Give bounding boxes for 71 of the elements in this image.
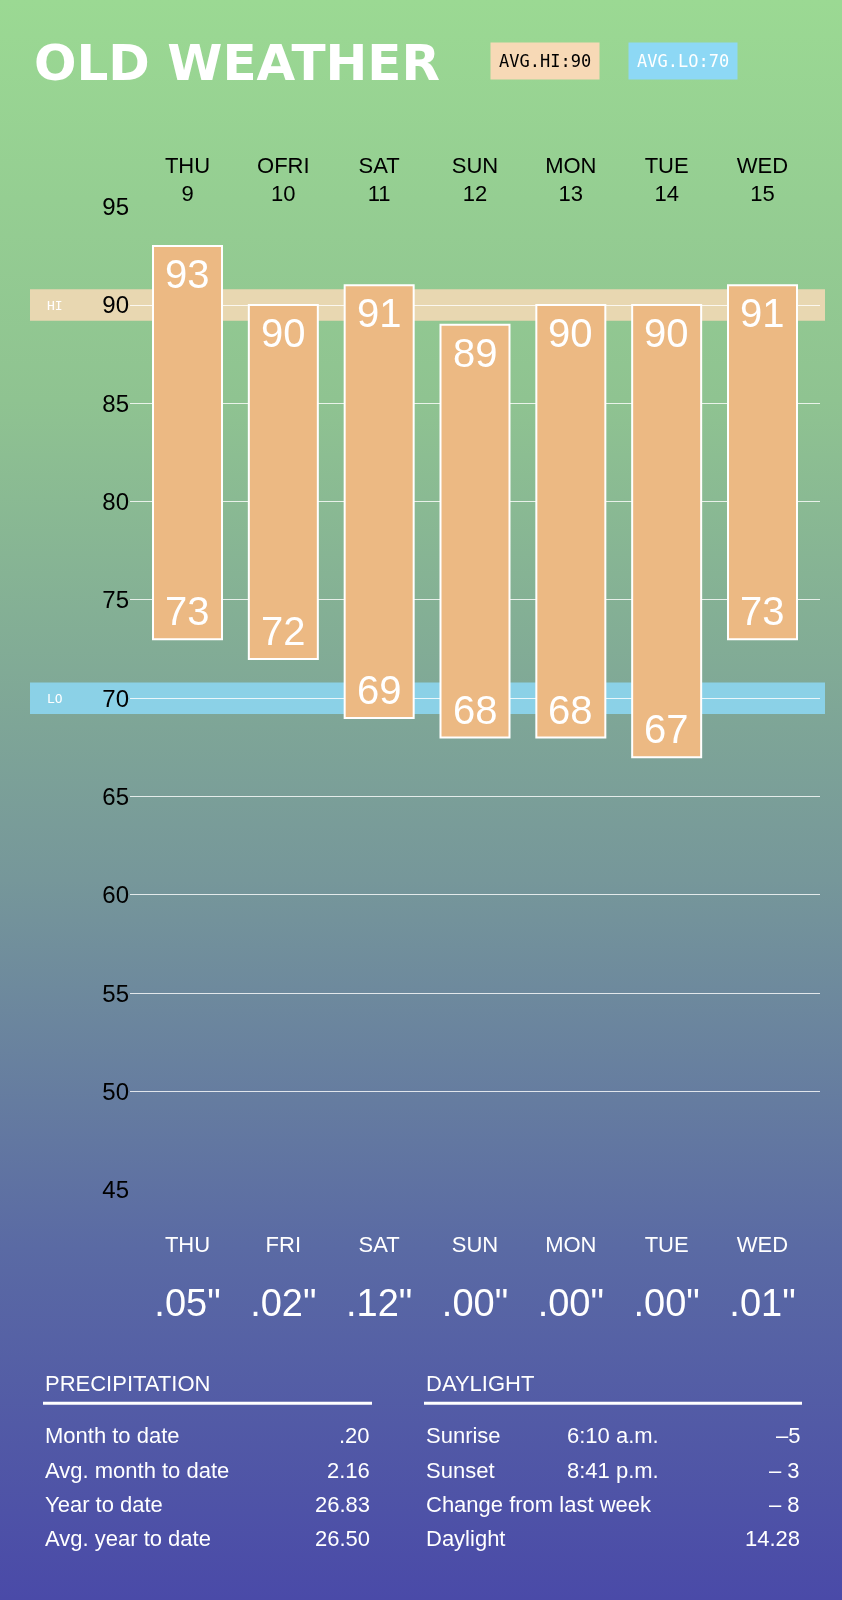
annotation: 67 bbox=[644, 707, 689, 751]
text: 8:41 p.m. bbox=[567, 1458, 659, 1483]
data-label: .00" bbox=[537, 1282, 604, 1325]
annotation: 91 bbox=[357, 291, 402, 335]
y-tick-label: 85 bbox=[102, 389, 129, 417]
text: – 8 bbox=[769, 1492, 800, 1517]
text: AVG.HI:90 bbox=[499, 51, 592, 71]
annotation: 91 bbox=[740, 291, 785, 335]
data-label: .00" bbox=[441, 1282, 509, 1325]
category-label: Sunset bbox=[426, 1458, 495, 1483]
annotation: 72 bbox=[261, 609, 306, 653]
text: 26.83 bbox=[315, 1492, 371, 1517]
y-tick-label: 45 bbox=[102, 1176, 129, 1204]
text: – 3 bbox=[769, 1458, 800, 1483]
x-tick-label: TUE 14 bbox=[644, 152, 689, 207]
y-tick-label: 75 bbox=[102, 586, 129, 614]
annotation: 73 bbox=[165, 589, 210, 633]
annotation: 68 bbox=[548, 688, 593, 732]
annotation: 68 bbox=[453, 688, 498, 732]
data-label: .00" bbox=[633, 1282, 700, 1325]
text: .20 bbox=[339, 1423, 370, 1448]
y-tick-label: 55 bbox=[102, 979, 129, 1007]
category-label: WED bbox=[736, 1232, 789, 1258]
category-label: Year to date bbox=[45, 1492, 163, 1517]
text: 26.50 bbox=[315, 1526, 371, 1551]
y-tick-label: 50 bbox=[102, 1077, 129, 1105]
annotation: 93 bbox=[165, 252, 210, 296]
category-label: FRI bbox=[265, 1232, 302, 1258]
category-label: TUE bbox=[644, 1232, 689, 1258]
annotation: 90 bbox=[644, 311, 689, 355]
y-tick-label: 95 bbox=[102, 193, 129, 221]
x-tick-label: THU 9 bbox=[164, 152, 211, 207]
y-tick-label: 80 bbox=[102, 488, 129, 516]
x-tick-label: WED 15 bbox=[736, 152, 789, 207]
category-label: THU bbox=[164, 1232, 211, 1258]
category-label: SAT bbox=[358, 1232, 400, 1258]
y-tick-label: 70 bbox=[102, 684, 129, 712]
x-tick-label: SAT 11 bbox=[358, 152, 400, 207]
category-label: SUN bbox=[451, 1232, 499, 1258]
data-label: .12" bbox=[346, 1282, 413, 1325]
x-tick-label: OFRI 10 bbox=[257, 152, 310, 207]
band-label: HI bbox=[47, 298, 63, 313]
data-label: .01" bbox=[729, 1282, 796, 1325]
band-label: LO bbox=[47, 691, 63, 706]
category-label: Month to date bbox=[45, 1423, 180, 1448]
category-label: Change from last week bbox=[426, 1492, 652, 1517]
annotation: 90 bbox=[261, 311, 306, 355]
data-label: .05" bbox=[154, 1282, 221, 1325]
annotation: 89 bbox=[453, 331, 498, 375]
y-tick-label: 60 bbox=[102, 881, 129, 909]
annotation: 69 bbox=[357, 668, 402, 712]
data-label: .02" bbox=[250, 1282, 317, 1325]
y-tick-label: 90 bbox=[102, 291, 129, 319]
category-label: Daylight bbox=[426, 1526, 506, 1551]
x-tick-label: SUN 12 bbox=[451, 152, 499, 207]
text: 2.16 bbox=[327, 1458, 370, 1483]
category-label: Sunrise bbox=[426, 1423, 501, 1448]
y-tick-label: 65 bbox=[102, 782, 129, 810]
x-tick-label: MON 13 bbox=[545, 152, 597, 207]
text: AVG.LO:70 bbox=[637, 51, 730, 71]
text: 6:10 a.m. bbox=[567, 1423, 659, 1448]
category-label: MON bbox=[545, 1232, 597, 1258]
text: PRECIPITATION bbox=[45, 1371, 211, 1396]
category-label: Avg. year to date bbox=[45, 1526, 211, 1551]
text: DAYLIGHT bbox=[426, 1371, 535, 1396]
category-label: Avg. month to date bbox=[45, 1458, 230, 1483]
annotation: 90 bbox=[548, 311, 593, 355]
chart-title: OLD WEATHER bbox=[34, 34, 441, 92]
text: 14.28 bbox=[745, 1526, 801, 1551]
annotation: 73 bbox=[740, 589, 785, 633]
text: –5 bbox=[776, 1423, 801, 1448]
